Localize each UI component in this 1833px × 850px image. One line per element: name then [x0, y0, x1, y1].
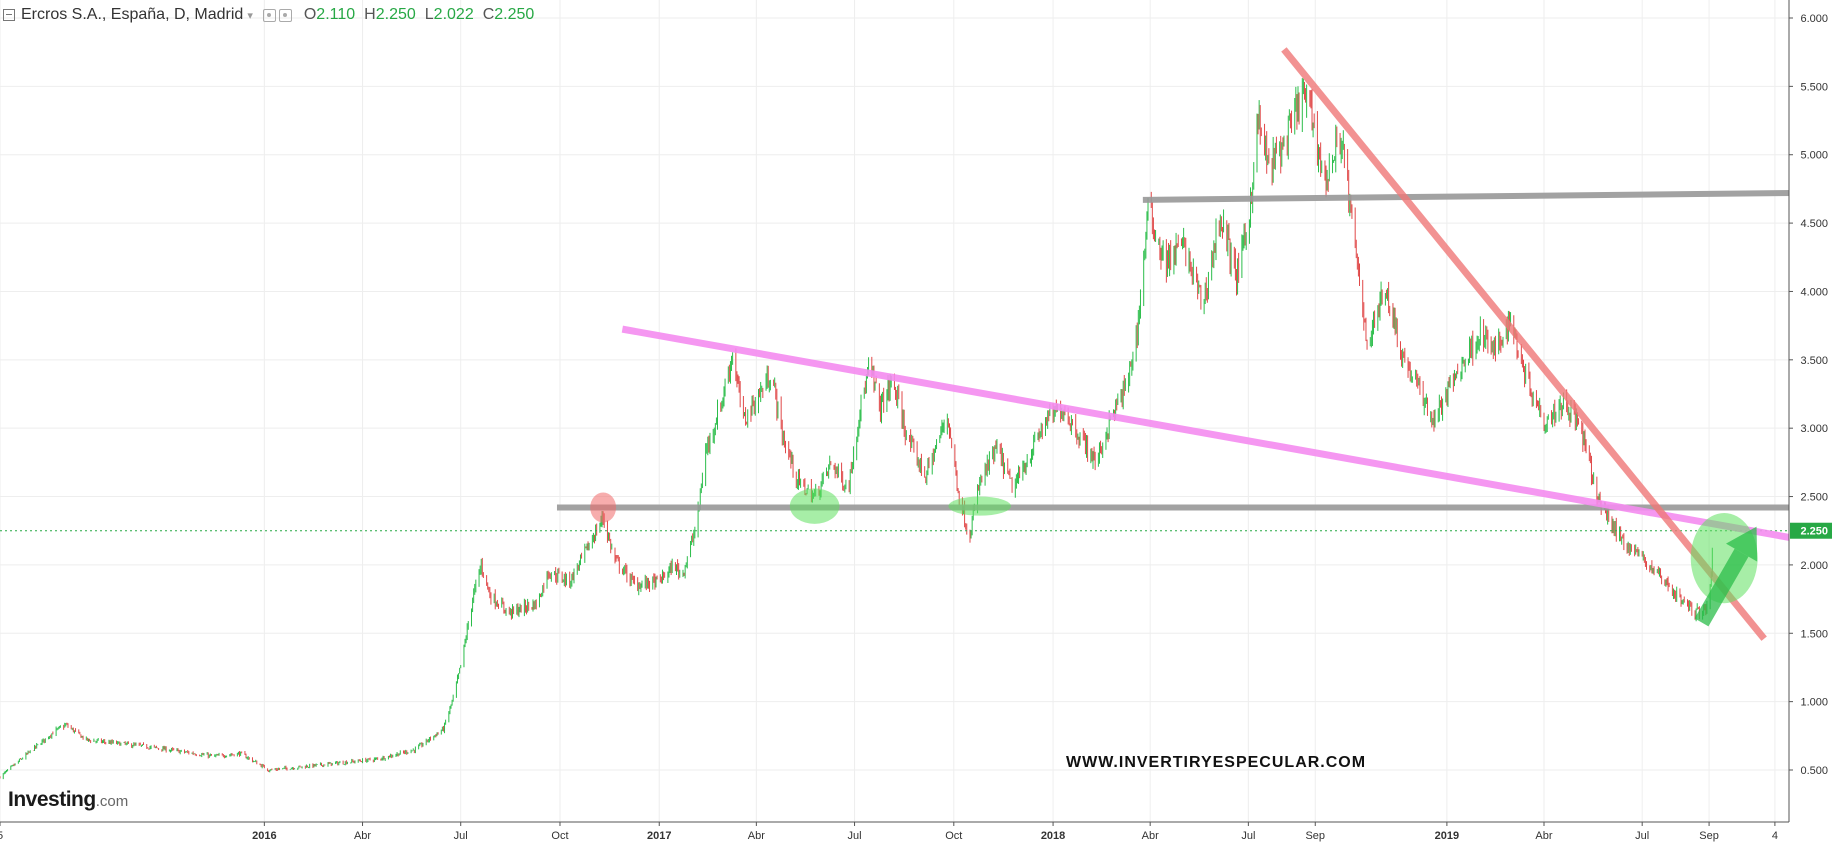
visibility-icon[interactable] [262, 8, 276, 22]
high-label: H [364, 6, 376, 23]
logo-name: Investing [8, 788, 96, 811]
watermark-text: WWW.INVERTIRYESPECULAR.COM [1066, 754, 1367, 771]
x-tick-label: Jul [1241, 830, 1255, 842]
x-tick-label: 2018 [1041, 830, 1065, 842]
x-tick-label: 2016 [252, 830, 276, 842]
grid [0, 0, 1789, 822]
y-tick-label: 6.000 [1800, 13, 1828, 25]
y-tick-label: 3.500 [1800, 355, 1828, 367]
high-value: 2.250 [375, 6, 416, 23]
x-tick-label: Oct [551, 830, 568, 842]
time-axis-bg [0, 822, 1833, 845]
y-tick-label: 5.500 [1800, 81, 1828, 93]
open-label: O [303, 6, 317, 23]
symbol-header: Ercros S.A., España, D, Madrid ▾ O 2.110 … [0, 0, 534, 30]
x-tick-label: Abr [354, 830, 371, 842]
x-tick-label: Oct [945, 830, 962, 842]
breakout-marker [590, 492, 617, 523]
arrow-head [1725, 526, 1758, 562]
bull-arrow [1694, 548, 1749, 627]
collapse-icon[interactable] [3, 9, 15, 21]
x-tick-label: Jul [454, 830, 468, 842]
x-tick-label: Abr [1535, 830, 1552, 842]
x-tick-label: 2017 [647, 830, 671, 842]
settings-icon[interactable] [278, 8, 292, 22]
x-tick-label: Abr [1142, 830, 1159, 842]
symbol-title[interactable]: Ercros S.A., España, D, Madrid [21, 6, 244, 23]
x-tick-label: 4 [1772, 830, 1778, 842]
downtrend-magenta [621, 325, 1795, 542]
logo-suffix: .com [95, 793, 129, 810]
y-tick-label: 4.500 [1800, 218, 1828, 230]
y-tick-label: 0.500 [1800, 765, 1828, 777]
y-tick-label: 3.000 [1800, 423, 1828, 435]
x-tick-label: Jul [848, 830, 862, 842]
investing-logo: Investing.com [8, 788, 128, 812]
support-touch-2 [948, 496, 1011, 516]
last-price-label: 2.250 [1800, 526, 1828, 538]
last-price-tag [1790, 522, 1832, 539]
annotations [0, 47, 1795, 641]
x-tick-label: Sep [1699, 830, 1719, 842]
y-tick-label: 2.500 [1800, 492, 1828, 504]
y-tick-label: 2.000 [1800, 560, 1828, 572]
x-tick-label: 5 [0, 830, 3, 842]
y-tick-label: 5.000 [1800, 150, 1828, 162]
candles [0, 78, 1713, 780]
x-tick-label: Sep [1305, 830, 1325, 842]
y-tick-label: 4.000 [1800, 286, 1828, 298]
close-value: 2.250 [494, 6, 535, 23]
chevron-down-icon[interactable]: ▾ [247, 9, 253, 22]
low-value: 2.022 [433, 6, 474, 23]
open-value: 2.110 [316, 6, 356, 23]
support-touch-1 [789, 488, 840, 524]
close-label: C [482, 6, 495, 23]
x-tick-label: 2019 [1435, 830, 1459, 842]
downtrend-main [1281, 47, 1767, 641]
price-axis-bg [1789, 0, 1833, 845]
low-label: L [424, 6, 434, 23]
resistance-top [1142, 189, 1794, 203]
x-tick-label: Jul [1635, 830, 1649, 842]
y-tick-label: 1.500 [1800, 628, 1828, 640]
y-tick-label: 1.000 [1800, 697, 1828, 709]
x-tick-label: Abr [748, 830, 765, 842]
